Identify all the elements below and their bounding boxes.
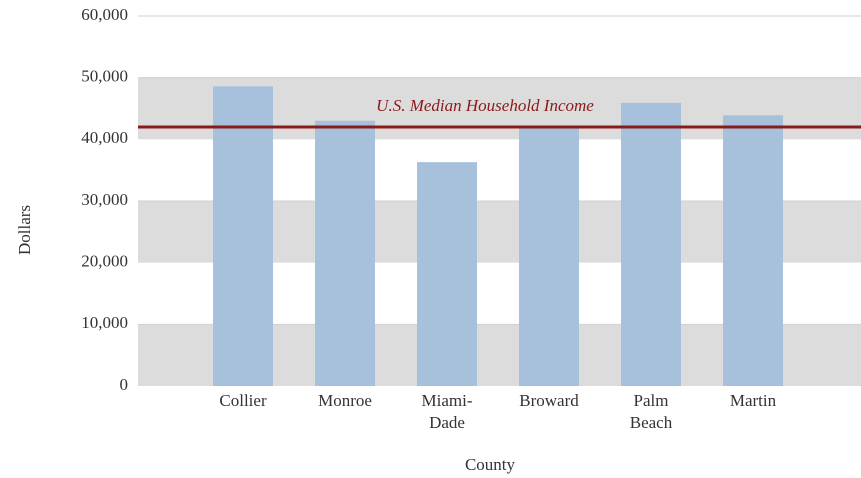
x-axis-label: County <box>465 455 516 474</box>
bar <box>213 86 273 387</box>
y-tick-label: 40,000 <box>81 128 128 147</box>
y-tick-label: 30,000 <box>81 190 128 209</box>
x-tick-label: Palm Beach <box>629 391 673 432</box>
x-tick-label: Collier <box>219 391 267 410</box>
y-tick-label: 60,000 <box>81 5 128 24</box>
x-tick-label: Broward <box>519 391 579 410</box>
bar <box>315 120 375 386</box>
bar <box>417 162 477 386</box>
y-axis-label: Dollars <box>15 205 34 255</box>
bar <box>621 102 681 386</box>
y-tick-label: 0 <box>120 375 129 394</box>
y-tick-label: 50,000 <box>81 67 128 86</box>
x-tick-label: Martin <box>729 391 777 410</box>
bar <box>723 115 783 387</box>
x-tick-label: Monroe <box>318 391 372 410</box>
y-tick-label: 20,000 <box>81 252 128 271</box>
x-tick-label: Miami-Dade <box>421 391 473 432</box>
bar <box>519 127 579 386</box>
reference-label: U.S. Median Household Income <box>376 96 594 115</box>
y-tick-label: 10,000 <box>81 313 128 332</box>
